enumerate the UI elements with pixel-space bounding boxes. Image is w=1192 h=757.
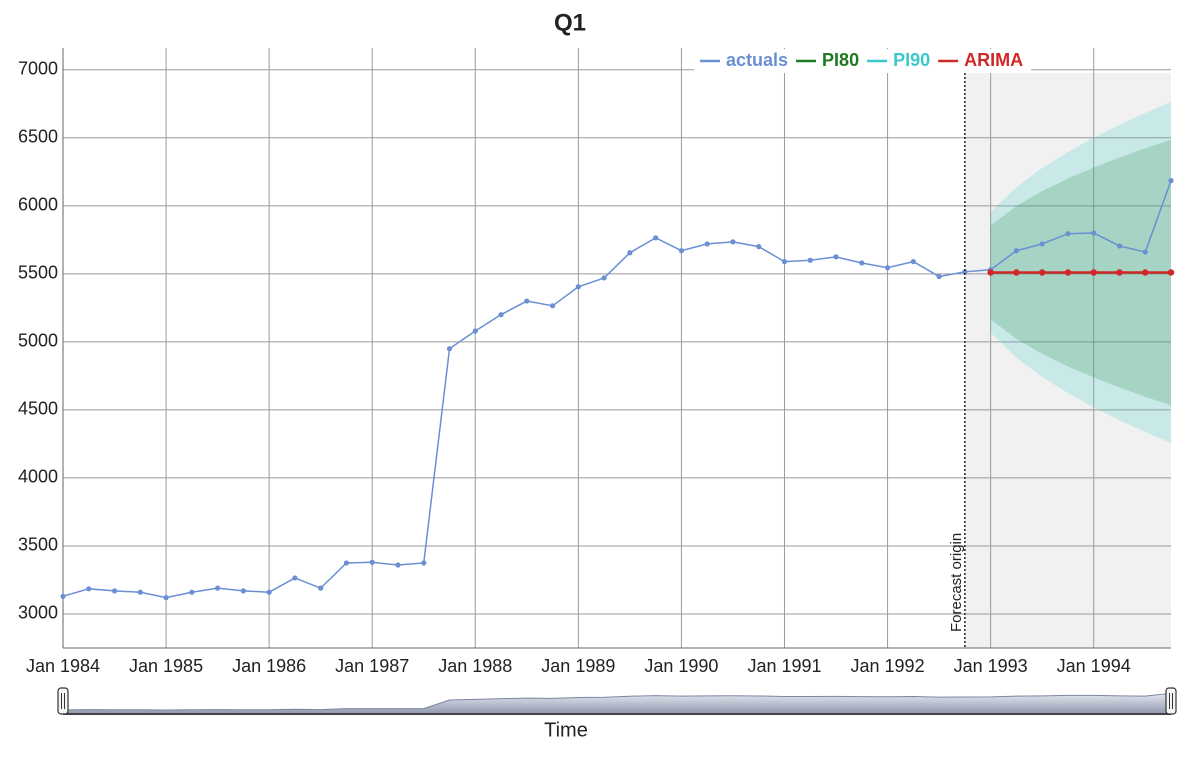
data-point bbox=[60, 593, 66, 599]
x-tick-label: Jan 1989 bbox=[541, 656, 615, 676]
x-tick-label: Jan 1987 bbox=[335, 656, 409, 676]
data-point bbox=[446, 346, 453, 352]
y-tick-label: 6500 bbox=[18, 127, 58, 147]
data-point bbox=[266, 589, 272, 595]
data-point bbox=[678, 248, 685, 254]
data-point bbox=[1064, 269, 1072, 276]
data-point bbox=[910, 259, 916, 265]
x-tick-label: Jan 1991 bbox=[747, 656, 821, 676]
data-point bbox=[575, 284, 581, 290]
forecast-region bbox=[964, 73, 1171, 648]
data-point bbox=[1116, 269, 1123, 276]
data-point bbox=[833, 254, 839, 260]
data-point bbox=[421, 560, 427, 566]
legend: actuals PI80 PI90 ARIMA bbox=[694, 49, 1032, 73]
x-tick-label: Jan 1993 bbox=[954, 656, 1028, 676]
data-point bbox=[86, 586, 92, 592]
legend-background bbox=[694, 49, 1032, 73]
data-point bbox=[1091, 230, 1097, 236]
y-tick-label: 7000 bbox=[18, 59, 58, 79]
data-point bbox=[111, 588, 118, 594]
data-point bbox=[987, 269, 994, 276]
legend-label: PI90 bbox=[893, 50, 930, 70]
data-point bbox=[498, 312, 504, 318]
data-point bbox=[524, 298, 530, 304]
data-point bbox=[549, 303, 556, 309]
data-point bbox=[343, 560, 350, 566]
x-tick-label: Jan 1985 bbox=[129, 656, 203, 676]
data-point bbox=[730, 239, 736, 245]
legend-label: ARIMA bbox=[964, 50, 1023, 70]
data-point bbox=[369, 559, 375, 565]
x-tick-label: Jan 1990 bbox=[644, 656, 718, 676]
data-point bbox=[395, 562, 401, 568]
y-tick-label: 3500 bbox=[18, 535, 58, 555]
data-point bbox=[962, 269, 968, 275]
x-tick-label: Jan 1992 bbox=[851, 656, 925, 676]
y-tick-label: 4000 bbox=[18, 467, 58, 487]
annotation: Forecast origin bbox=[948, 533, 965, 632]
data-point bbox=[1038, 269, 1046, 276]
data-point bbox=[163, 595, 169, 601]
data-point bbox=[653, 235, 659, 241]
data-point bbox=[1167, 269, 1175, 276]
data-point bbox=[318, 585, 324, 591]
y-tick-label: 5000 bbox=[18, 331, 58, 351]
range-selector-area bbox=[62, 692, 1172, 715]
data-point bbox=[756, 244, 762, 250]
data-point bbox=[1013, 248, 1019, 254]
data-point bbox=[1090, 269, 1097, 276]
chart-title: Q1 bbox=[554, 9, 586, 36]
data-point bbox=[189, 589, 195, 595]
y-tick-label: 5500 bbox=[18, 263, 58, 283]
data-point bbox=[240, 588, 246, 594]
range-handle bbox=[1165, 687, 1177, 715]
data-point bbox=[936, 273, 942, 280]
x-tick-label: Jan 1986 bbox=[232, 656, 306, 676]
x-axis-label: Time bbox=[544, 719, 588, 741]
data-point bbox=[859, 260, 865, 266]
data-point bbox=[884, 265, 891, 271]
data-point bbox=[1039, 241, 1045, 247]
y-tick-label: 6000 bbox=[18, 195, 58, 215]
data-point bbox=[704, 241, 710, 247]
y-tick-label: 4500 bbox=[18, 399, 58, 419]
x-tick-label: Jan 1994 bbox=[1057, 656, 1131, 676]
data-point bbox=[292, 575, 298, 581]
data-point bbox=[1142, 249, 1148, 255]
data-point bbox=[807, 257, 813, 263]
legend-label: actuals bbox=[726, 50, 788, 70]
range-handle bbox=[57, 687, 69, 715]
data-point bbox=[472, 328, 478, 334]
x-tick-label: Jan 1984 bbox=[26, 656, 100, 676]
data-point bbox=[1065, 231, 1071, 237]
data-point bbox=[1116, 243, 1123, 249]
data-point bbox=[137, 589, 143, 595]
series-line bbox=[62, 180, 1172, 599]
data-point bbox=[1142, 269, 1149, 276]
legend-label: PI80 bbox=[822, 50, 859, 70]
data-point bbox=[1013, 269, 1020, 276]
data-point bbox=[601, 275, 607, 281]
data-point bbox=[215, 585, 221, 591]
data-point bbox=[1168, 178, 1174, 184]
x-tick-label: Jan 1988 bbox=[438, 656, 512, 676]
y-tick-label: 3000 bbox=[18, 603, 58, 623]
data-point bbox=[627, 250, 633, 256]
data-point bbox=[781, 259, 788, 265]
